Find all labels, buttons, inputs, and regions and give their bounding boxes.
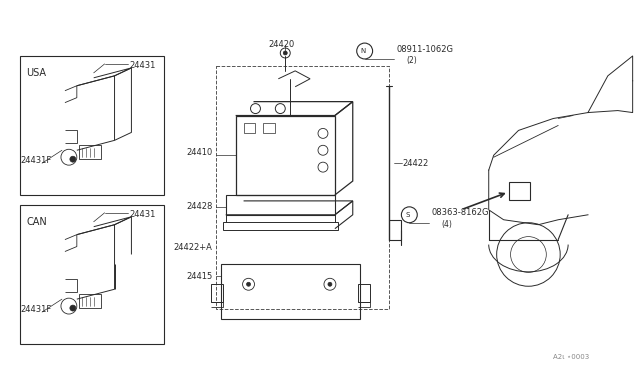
- Bar: [264, 124, 275, 134]
- Bar: [79, 145, 100, 159]
- Text: A2ι ⋆0003: A2ι ⋆0003: [553, 354, 589, 360]
- Text: 24422: 24422: [403, 159, 429, 168]
- Text: 24420: 24420: [268, 39, 294, 49]
- Bar: [226, 195, 335, 215]
- Text: USA: USA: [26, 68, 46, 78]
- Text: CAN: CAN: [26, 217, 47, 227]
- Text: (2): (2): [406, 57, 417, 65]
- Text: (4): (4): [441, 220, 452, 229]
- Bar: [223, 222, 338, 230]
- Text: 24431F: 24431F: [20, 305, 51, 314]
- Bar: [236, 116, 335, 195]
- Circle shape: [246, 282, 250, 286]
- Text: S: S: [405, 212, 410, 218]
- Text: 08363-8162G: 08363-8162G: [431, 208, 489, 217]
- Text: 24422+A: 24422+A: [173, 243, 212, 252]
- Circle shape: [328, 282, 332, 286]
- Text: 24431: 24431: [129, 210, 156, 219]
- Text: 24431: 24431: [129, 61, 156, 70]
- Text: N: N: [360, 48, 365, 54]
- Bar: [20, 56, 164, 195]
- Circle shape: [70, 156, 76, 162]
- Text: 24431F: 24431F: [20, 156, 51, 165]
- Bar: [20, 205, 164, 344]
- Text: 24415: 24415: [186, 272, 212, 281]
- Bar: [211, 284, 223, 302]
- Bar: [358, 284, 370, 302]
- Bar: [244, 124, 255, 134]
- Text: 24428: 24428: [186, 202, 212, 211]
- Text: 24410: 24410: [186, 148, 212, 157]
- Circle shape: [70, 305, 76, 311]
- Circle shape: [284, 51, 287, 55]
- Bar: [79, 294, 100, 308]
- Text: 08911-1062G: 08911-1062G: [396, 45, 453, 54]
- Bar: [216, 66, 390, 309]
- Bar: [221, 264, 360, 319]
- Bar: [509, 182, 531, 200]
